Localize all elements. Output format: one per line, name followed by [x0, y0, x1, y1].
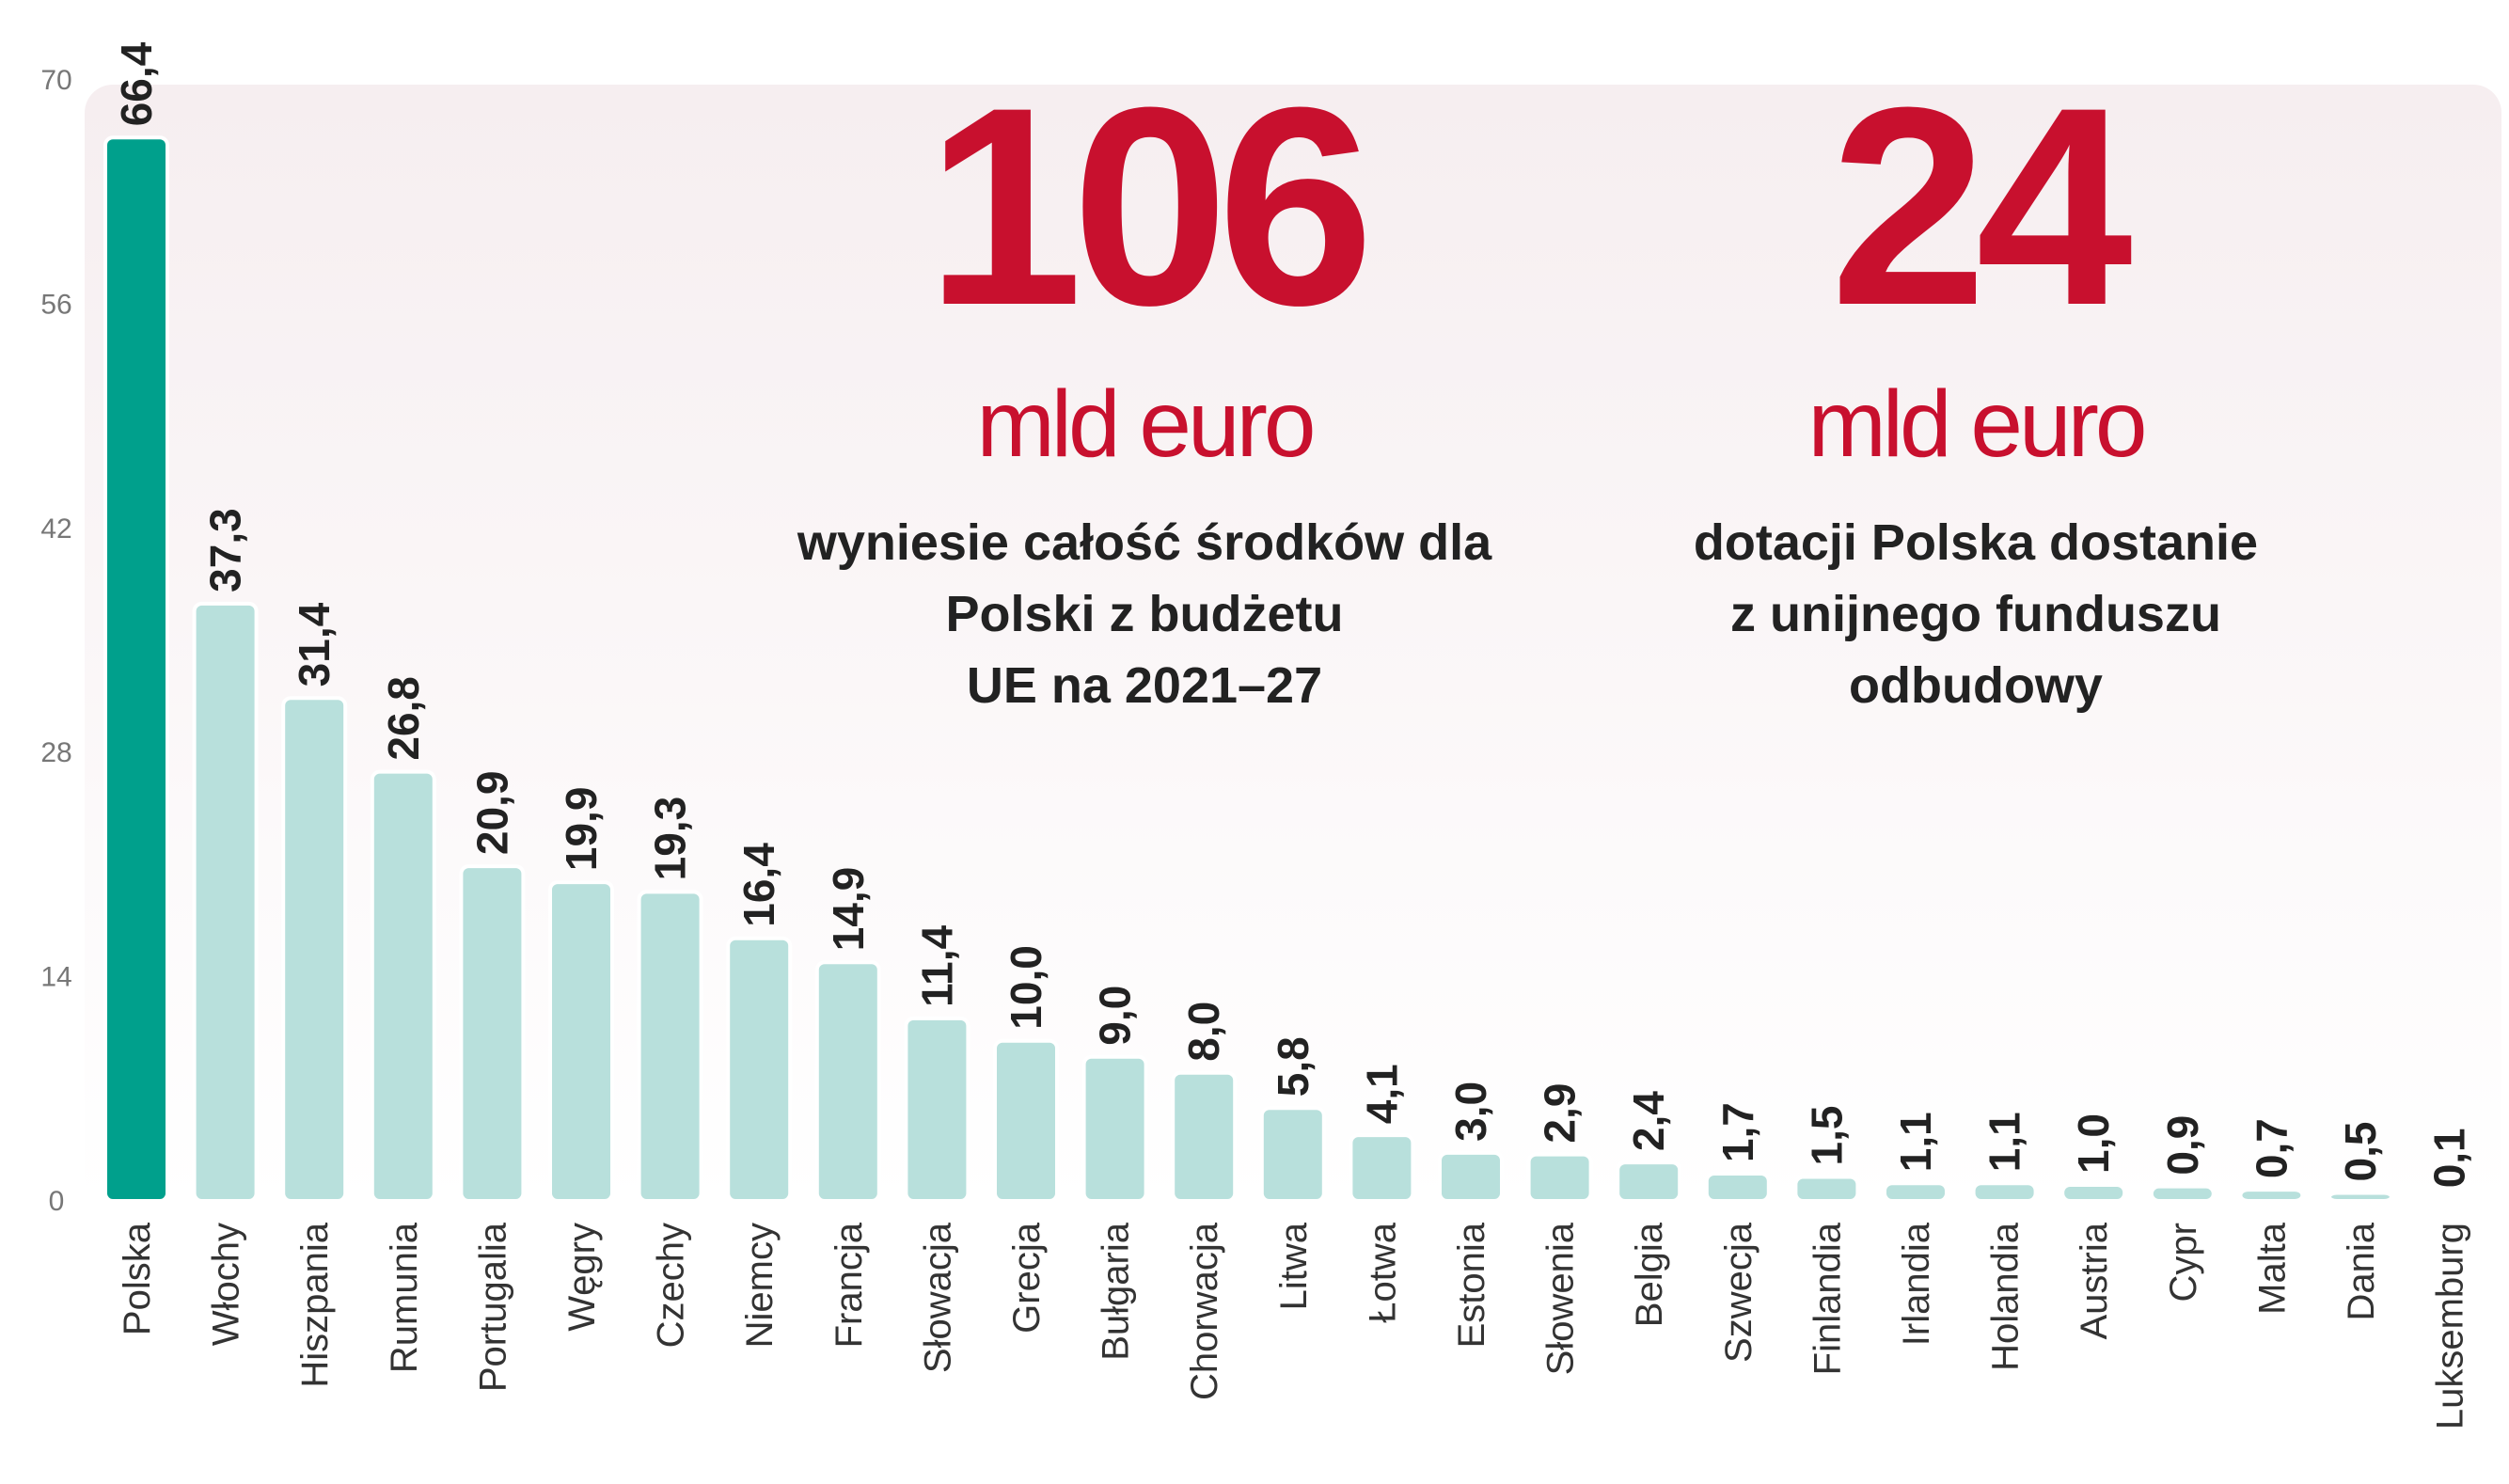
value-label: 11,4 [912, 924, 961, 1006]
x-tick-label: Chorwacja [1184, 1222, 1225, 1400]
x-tick-label: Litwa [1273, 1222, 1315, 1310]
big-number: 106 [926, 48, 1367, 364]
bar [1438, 1150, 1504, 1204]
bar [1526, 1152, 1593, 1204]
value-label: 66,4 [112, 41, 161, 126]
bar [1171, 1070, 1238, 1204]
value-label: 10,0 [1002, 945, 1050, 1030]
y-tick-label: 42 [40, 513, 71, 545]
value-label: 0,1 [2425, 1128, 2474, 1188]
bar [2416, 1197, 2483, 1206]
value-label: 9,0 [1091, 986, 1140, 1046]
bar [1081, 1054, 1148, 1203]
bar [2328, 1191, 2393, 1204]
x-tick-label: Hiszpania [294, 1222, 336, 1387]
x-tick-label: Malta [2251, 1222, 2293, 1315]
bar [904, 1016, 970, 1203]
bar [726, 936, 793, 1204]
description: odbudowy [1849, 657, 2103, 714]
x-tick-label: Finlandia [1807, 1222, 1848, 1375]
x-tick-label: Austria [2074, 1222, 2115, 1339]
y-tick-label: 0 [49, 1186, 65, 1217]
value-label: 0,9 [2158, 1115, 2207, 1176]
x-tick-label: Szwecja [1718, 1222, 1759, 1363]
value-label: 14,9 [824, 867, 873, 952]
value-label: 1,1 [1980, 1112, 2029, 1172]
description: z unijnego funduszu [1730, 586, 2221, 642]
value-label: 19,9 [557, 787, 606, 872]
value-label: 4,1 [1357, 1064, 1406, 1124]
value-label: 2,9 [1536, 1083, 1585, 1144]
y-tick-label: 28 [40, 737, 71, 768]
unit: mld euro [976, 371, 1312, 477]
value-label: 1,0 [2069, 1113, 2118, 1174]
y-tick-label: 14 [40, 962, 71, 993]
x-tick-label: Dania [2341, 1222, 2382, 1320]
y-tick-label: 70 [40, 65, 71, 96]
description: UE na 2021–27 [967, 657, 1322, 714]
description: dotacji Polska dostanie [1694, 514, 2258, 571]
value-label: 0,7 [2247, 1118, 2296, 1178]
bar [2149, 1184, 2216, 1204]
big-number: 24 [1830, 48, 2135, 364]
bar [1704, 1172, 1771, 1203]
x-tick-label: Bułgaria [1096, 1222, 1137, 1361]
bar [281, 696, 348, 1203]
value-label: 1,1 [1891, 1112, 1940, 1172]
bar [192, 601, 259, 1203]
x-tick-label: Cypr [2163, 1223, 2204, 1302]
x-tick-label: Węgry [561, 1223, 603, 1332]
x-tick-label: Niemcy [739, 1223, 781, 1348]
x-tick-label: Łotwa [1362, 1222, 1403, 1322]
x-tick-label: Polska [117, 1222, 158, 1335]
x-tick-label: Portugalia [472, 1222, 513, 1392]
x-tick-label: Rumunia [384, 1222, 425, 1373]
bar [1883, 1181, 1949, 1203]
bar [459, 864, 526, 1203]
value-label: 3,0 [1446, 1081, 1495, 1142]
bar [1793, 1175, 1860, 1204]
value-label: 31,4 [290, 602, 339, 687]
bar [103, 135, 169, 1203]
value-label: 37,3 [201, 508, 250, 592]
value-label: 19,3 [646, 797, 695, 881]
bar [993, 1038, 1059, 1203]
value-label: 2,4 [1624, 1091, 1673, 1151]
x-tick-label: Luksemburg [2430, 1223, 2471, 1429]
bar [1971, 1181, 2038, 1203]
x-tick-label: Irlandia [1896, 1222, 1937, 1346]
value-label: 1,5 [1802, 1106, 1851, 1166]
value-label: 26,8 [379, 676, 428, 761]
value-label: 5,8 [1269, 1036, 1318, 1097]
value-label: 1,7 [1713, 1102, 1762, 1162]
bar [1616, 1160, 1682, 1204]
x-tick-label: Belgia [1629, 1222, 1670, 1327]
x-tick-label: Estonia [1451, 1222, 1492, 1348]
bar [637, 890, 703, 1203]
x-tick-label: Włochy [206, 1223, 247, 1346]
bar [814, 960, 881, 1203]
bar [1349, 1133, 1415, 1204]
description: Polski z budżetu [945, 586, 1343, 642]
bar [2238, 1188, 2305, 1203]
x-tick-label: Czechy [651, 1223, 692, 1348]
x-tick-label: Słowacja [917, 1222, 958, 1373]
y-tick-label: 56 [40, 289, 71, 320]
bar [370, 769, 436, 1203]
value-label: 20,9 [467, 771, 516, 856]
unit: mld euro [1807, 371, 2143, 477]
bar [2060, 1182, 2127, 1204]
value-label: 16,4 [734, 843, 783, 927]
bar [1259, 1106, 1326, 1203]
x-tick-label: Holandia [1985, 1222, 2027, 1371]
bar [548, 880, 614, 1203]
description: wyniesie całość środków dla [797, 514, 1492, 571]
x-tick-label: Grecja [1006, 1222, 1048, 1334]
value-label: 8,0 [1179, 1002, 1228, 1062]
x-tick-label: Słowenia [1540, 1222, 1582, 1375]
value-label: 0,5 [2336, 1122, 2385, 1182]
x-tick-label: Francja [828, 1222, 870, 1348]
